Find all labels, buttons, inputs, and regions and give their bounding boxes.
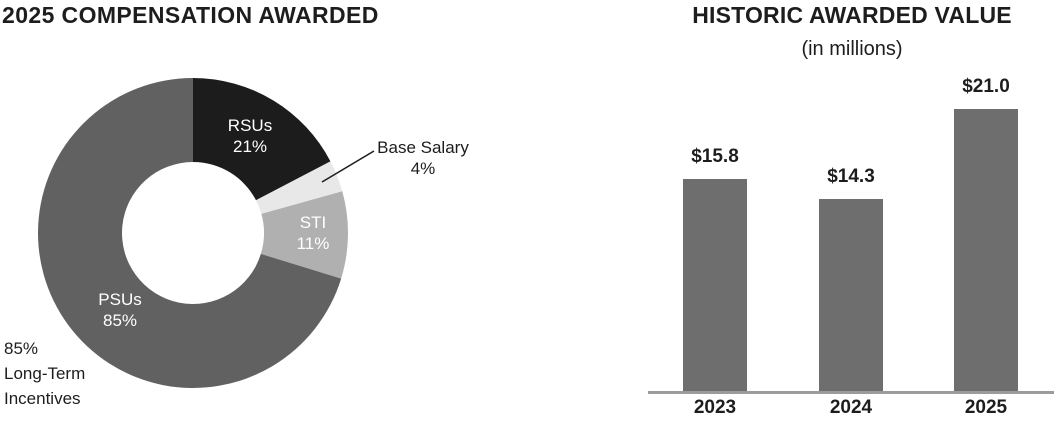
x-axis-line bbox=[648, 391, 1054, 394]
donut-label-rsus-pct: 21% bbox=[232, 137, 268, 156]
donut-label-base-salary-pct: 4% bbox=[410, 159, 436, 178]
annotation-line-1: 85% bbox=[4, 339, 39, 358]
donut-label-psus-name: PSUs bbox=[98, 290, 142, 309]
bar-chart-subtitle: (in millions) bbox=[801, 38, 903, 60]
bar-value-label-2023: $15.8 bbox=[691, 146, 739, 167]
donut-label-rsus: RSUs 21% bbox=[228, 115, 272, 157]
bar-chart-title: HISTORIC AWARDED VALUE bbox=[692, 2, 1012, 28]
donut-slice-base-salary bbox=[255, 161, 343, 214]
x-axis-label-2023: 2023 bbox=[693, 397, 737, 418]
long-term-incentives-annotation: 85% Long-Term Incentives bbox=[4, 336, 85, 411]
x-axis-label-2025: 2025 bbox=[964, 397, 1008, 418]
bar-2023 bbox=[683, 179, 747, 391]
donut-label-base-salary-name: Base Salary bbox=[377, 138, 469, 157]
base-salary-leader-line bbox=[321, 150, 375, 183]
donut-slice-psus bbox=[38, 78, 342, 388]
donut-label-base-salary: Base Salary 4% bbox=[377, 137, 469, 179]
donut-label-psus-pct: 85% bbox=[102, 311, 138, 330]
donut-chart-title: 2025 COMPENSATION AWARDED bbox=[2, 2, 379, 28]
bar-value-label-2024: $14.3 bbox=[827, 166, 875, 187]
donut-slice-rsus bbox=[193, 78, 331, 201]
bar-2025 bbox=[954, 109, 1018, 391]
annotation-line-3: Incentives bbox=[4, 389, 81, 408]
bar-chart-header: HISTORIC AWARDED VALUE (in millions) bbox=[650, 2, 1054, 61]
bar-value-label-2025: $21.0 bbox=[962, 76, 1010, 97]
donut-label-rsus-name: RSUs bbox=[227, 116, 273, 135]
donut-label-sti: STI 11% bbox=[297, 212, 330, 254]
donut-label-sti-pct: 11% bbox=[296, 234, 330, 253]
annotation-line-2: Long-Term bbox=[4, 364, 86, 383]
donut-label-sti-name: STI bbox=[299, 213, 327, 232]
donut-slice-sti bbox=[260, 191, 348, 279]
x-axis-label-2024: 2024 bbox=[829, 397, 873, 418]
bar-2024 bbox=[819, 199, 883, 391]
donut-label-psus: PSUs 85% bbox=[98, 289, 141, 331]
donut-chart bbox=[38, 78, 348, 388]
